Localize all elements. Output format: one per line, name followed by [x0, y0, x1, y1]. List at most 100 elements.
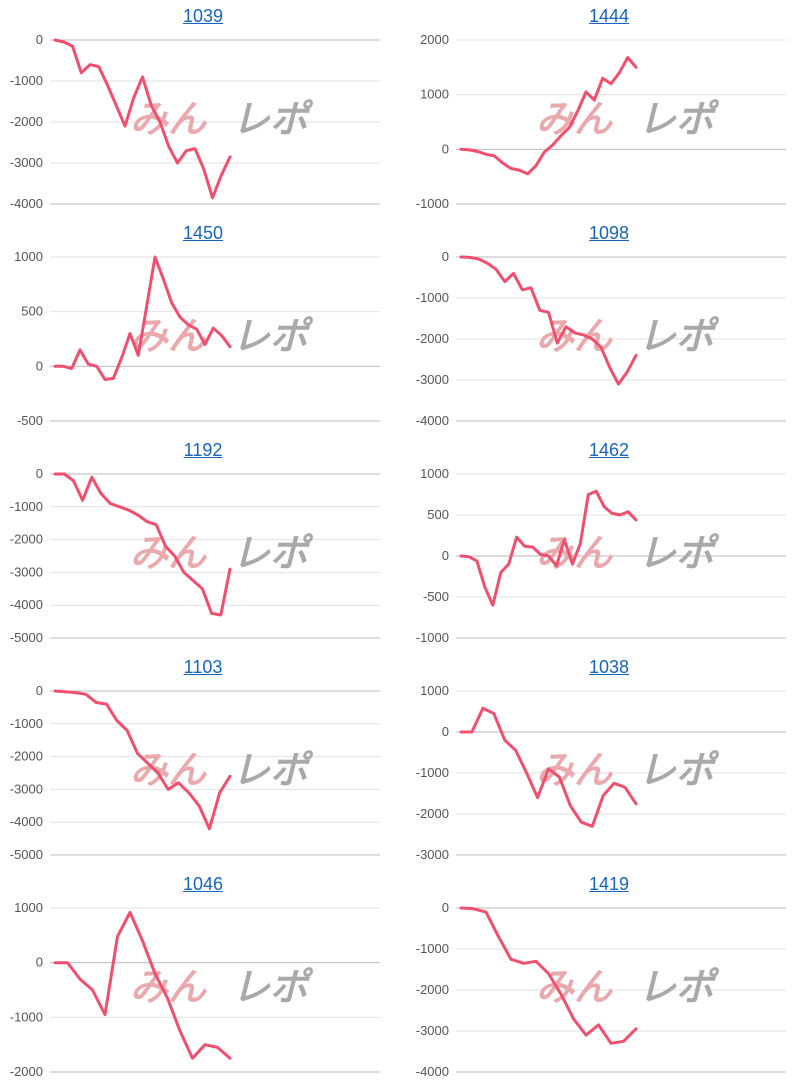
watermark-logo: みん レポ — [130, 748, 314, 792]
y-tick-label: -1000 — [10, 499, 43, 514]
chart-title-link[interactable]: 1103 — [183, 657, 223, 677]
series-line — [459, 706, 638, 828]
y-tick-label: -1000 — [10, 73, 43, 88]
chart-panel-1462: 1000 500 0 -500 -1000 みん レポ 1462 — [406, 434, 812, 651]
y-tick-label: -2000 — [416, 331, 449, 346]
series-line — [53, 38, 232, 200]
watermark-logo: みん レポ — [536, 531, 720, 575]
y-tick-label: -1000 — [416, 196, 449, 211]
chart-panel-1103: 0 -1000 -2000 -3000 -4000 -5000 みん レポ 1103 — [0, 651, 406, 868]
chart-title-link[interactable]: 1038 — [588, 657, 630, 677]
y-tick-label: -4000 — [10, 814, 43, 829]
chart-panel-1038: 1000 0 -1000 -2000 -3000 みん レポ 1038 — [406, 651, 812, 868]
y-tick-label: -3000 — [10, 781, 43, 796]
chart-panel-1098: 0 -1000 -2000 -3000 -4000 みん レポ 1098 — [406, 217, 812, 434]
y-tick-label: -1000 — [10, 1009, 43, 1024]
chart-svg-1038: 1000 0 -1000 -2000 -3000 みん レポ — [416, 683, 786, 862]
chart-svg-1046: 1000 0 -1000 -2000 みん レポ — [10, 900, 380, 1079]
chart-title-link[interactable]: 1192 — [183, 440, 223, 460]
y-tick-label: 0 — [442, 141, 449, 156]
watermark-text: レポ — [638, 748, 720, 792]
watermark-text: レポ — [232, 748, 314, 792]
chart-svg-1103: 0 -1000 -2000 -3000 -4000 -5000 みん レポ — [10, 683, 380, 862]
watermark-text: みん — [130, 97, 207, 141]
chart-title-link[interactable]: 1450 — [182, 223, 224, 243]
y-tick-label: -4000 — [416, 413, 449, 428]
y-tick-label: -2000 — [10, 749, 43, 764]
y-tick-label: 0 — [36, 466, 43, 481]
chart-svg-1192: 0 -1000 -2000 -3000 -4000 -5000 みん レポ — [10, 466, 380, 645]
series-line — [459, 56, 638, 176]
chart-title-link[interactable]: 1419 — [588, 874, 630, 894]
y-tick-label: -1000 — [416, 630, 449, 645]
y-tick-label: 1000 — [420, 466, 449, 481]
y-tick-label: -2000 — [10, 114, 43, 129]
y-tick-label: 1000 — [14, 900, 43, 915]
watermark-text: レポ — [638, 314, 720, 358]
watermark-logo: みん レポ — [536, 748, 720, 792]
y-tick-label: -2000 — [10, 532, 43, 547]
watermark-text: レポ — [232, 97, 314, 141]
chart-panel-1039: 0 -1000 -2000 -3000 -4000 みん レポ 1039 — [0, 0, 406, 217]
watermark-logo: みん レポ — [130, 531, 314, 575]
chart-panel-1192: 0 -1000 -2000 -3000 -4000 -5000 みん レポ 1192 — [0, 434, 406, 651]
y-tick-label: -1000 — [416, 765, 449, 780]
y-tick-label: -1000 — [416, 290, 449, 305]
series-line — [459, 255, 638, 386]
series-line — [53, 910, 232, 1060]
series-line — [53, 255, 232, 381]
y-tick-label: -3000 — [10, 155, 43, 170]
watermark-text: みん — [536, 314, 613, 358]
y-tick-label: -3000 — [416, 372, 449, 387]
y-tick-label: 1000 — [420, 683, 449, 698]
y-tick-label: -3000 — [416, 1023, 449, 1038]
y-tick-label: -3000 — [416, 847, 449, 862]
chart-panel-1444: 2000 1000 0 -1000 みん レポ 1444 — [406, 0, 812, 217]
y-tick-label: -2000 — [416, 982, 449, 997]
y-tick-label: 1000 — [14, 249, 43, 264]
y-tick-label: -3000 — [10, 564, 43, 579]
y-tick-label: 500 — [427, 507, 449, 522]
series-line — [53, 472, 232, 617]
y-tick-label: 0 — [442, 249, 449, 264]
series-line — [459, 906, 638, 1045]
watermark-text: みん — [130, 748, 207, 792]
chart-title-link[interactable]: 1039 — [182, 6, 224, 26]
watermark-text: レポ — [232, 965, 314, 1009]
y-tick-label: -5000 — [10, 847, 43, 862]
watermark-text: レポ — [232, 314, 314, 358]
y-tick-label: -4000 — [10, 597, 43, 612]
chart-title-link[interactable]: 1444 — [588, 6, 630, 26]
y-tick-label: -2000 — [10, 1064, 43, 1079]
y-tick-label: -2000 — [416, 806, 449, 821]
watermark-text: レポ — [638, 97, 720, 141]
y-tick-label: 0 — [36, 683, 43, 698]
chart-svg-1098: 0 -1000 -2000 -3000 -4000 みん レポ — [416, 249, 786, 428]
watermark-text: レポ — [638, 965, 720, 1009]
watermark-logo: みん レポ — [130, 965, 314, 1009]
y-tick-label: 0 — [442, 900, 449, 915]
y-tick-label: -4000 — [10, 196, 43, 211]
watermark-logo: みん レポ — [536, 314, 720, 358]
watermark-text: レポ — [232, 531, 314, 575]
chart-title-link[interactable]: 1462 — [588, 440, 630, 460]
watermark-text: みん — [536, 531, 613, 575]
series-line — [53, 689, 232, 831]
y-tick-label: -1000 — [10, 716, 43, 731]
y-tick-label: 0 — [442, 548, 449, 563]
y-tick-label: 0 — [36, 32, 43, 47]
y-tick-label: 0 — [36, 955, 43, 970]
watermark-logo: みん レポ — [130, 97, 314, 141]
y-tick-label: 2000 — [420, 32, 449, 47]
chart-title-link[interactable]: 1098 — [588, 223, 630, 243]
y-tick-label: 0 — [442, 724, 449, 739]
series-line — [459, 489, 638, 607]
chart-svg-1462: 1000 500 0 -500 -1000 みん レポ — [416, 466, 786, 645]
chart-panel-1046: 1000 0 -1000 -2000 みん レポ 1046 — [0, 868, 406, 1085]
chart-title-link[interactable]: 1046 — [182, 874, 224, 894]
y-tick-label: -5000 — [10, 630, 43, 645]
